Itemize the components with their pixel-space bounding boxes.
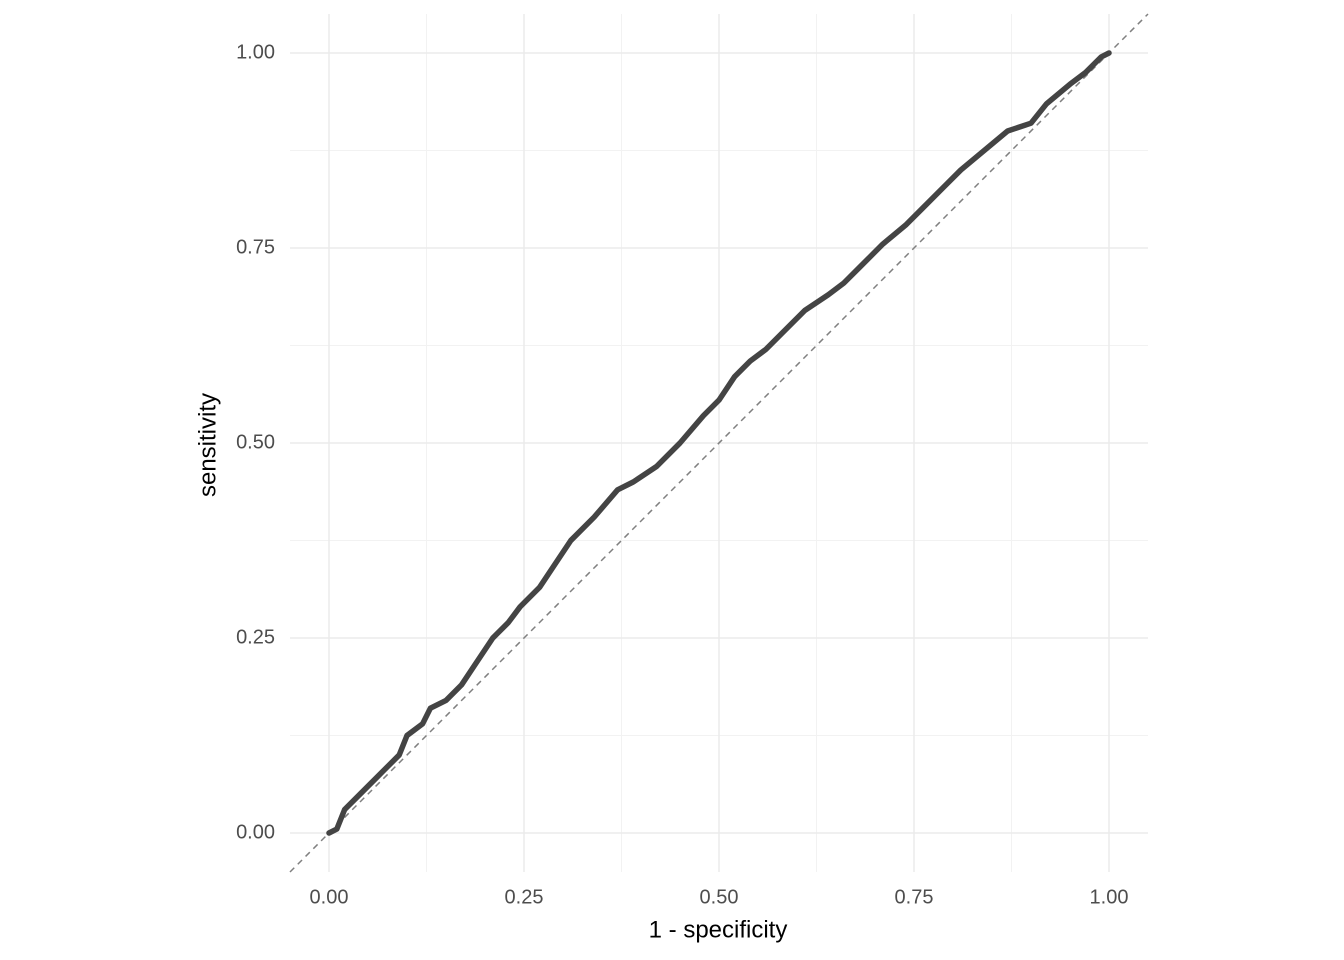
x-tick-label: 0.75: [895, 886, 934, 908]
y-axis-title: sensitivity: [194, 393, 221, 497]
y-tick-label: 0.50: [236, 431, 275, 453]
reference-line: [289, 13, 1149, 873]
roc-curve: [326, 50, 1112, 836]
x-tick-label: 0.25: [505, 886, 544, 908]
y-tick-label: 0.00: [236, 821, 275, 843]
y-tick-label: 1.00: [236, 41, 275, 63]
x-tick-label: 0.00: [310, 886, 349, 908]
x-axis-title: 1 - specificity: [649, 916, 788, 943]
x-tick-label: 1.00: [1090, 886, 1129, 908]
x-tick-label: 0.50: [700, 886, 739, 908]
y-tick-label: 0.75: [236, 236, 275, 258]
y-tick-label: 0.25: [236, 626, 275, 648]
